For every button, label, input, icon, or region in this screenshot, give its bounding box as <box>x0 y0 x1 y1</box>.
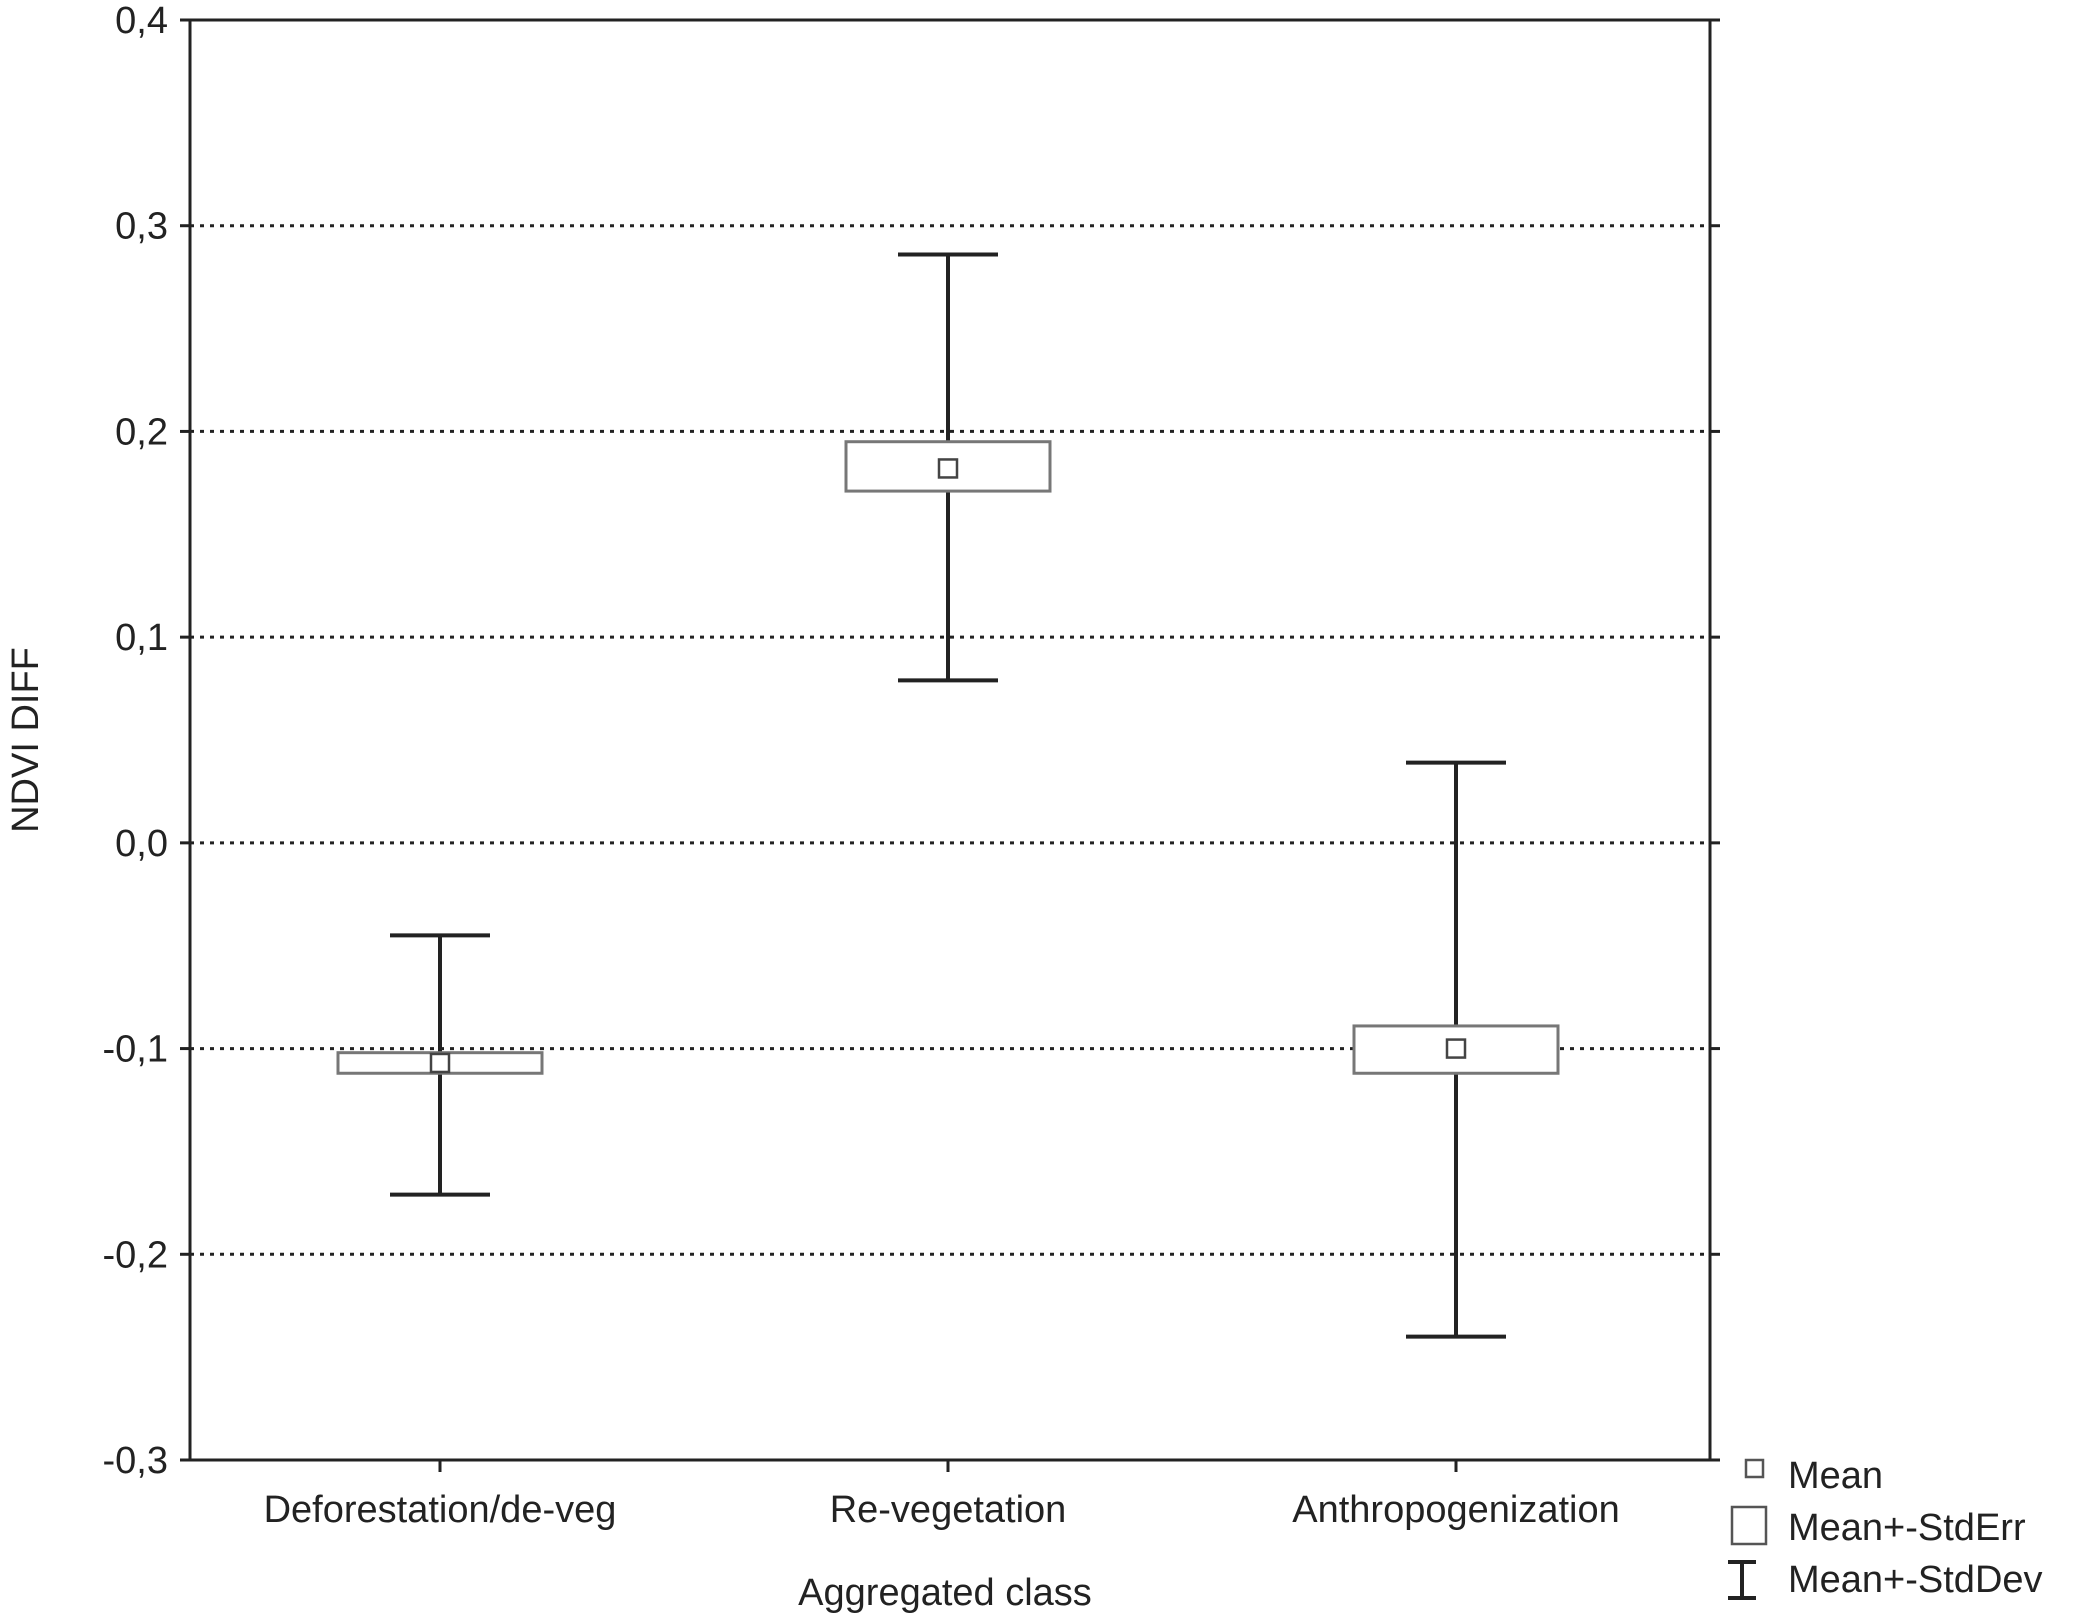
y-tick-label: -0,2 <box>103 1234 168 1276</box>
legend-mean-marker <box>1744 1458 1765 1479</box>
data-marks <box>336 252 1560 1339</box>
mean-marker <box>1445 1038 1467 1059</box>
y-tick-label: -0,1 <box>103 1029 168 1071</box>
legend-stderr-box <box>1730 1505 1768 1546</box>
x-tick-label: Anthropogenization <box>1292 1489 1619 1531</box>
legend-stddev-whisker <box>1728 1560 1756 1600</box>
plot-frame <box>188 18 1712 1462</box>
axis-ticks: -0,3 -0,2 -0,1 0,0 0,1 0,2 0,3 0,4 Deforestation… <box>103 0 1720 1531</box>
y-tick-label: 0,0 <box>115 823 168 865</box>
legend: Mean Mean+-StdErr Mean+-StdDev <box>1728 1455 2043 1601</box>
y-tick-label: 0,2 <box>115 411 168 453</box>
legend-label-stddev: Mean+-StdDev <box>1788 1559 2043 1601</box>
legend-label-mean: Mean <box>1788 1455 1883 1497</box>
y-tick-label: -0,3 <box>103 1440 168 1482</box>
y-tick-label: 0,4 <box>115 0 168 42</box>
mean-marker <box>937 458 959 479</box>
x-axis-title: Aggregated class <box>798 1572 1092 1614</box>
x-tick-label: Deforestation/de-veg <box>264 1489 617 1531</box>
y-axis-title: NDVI DIFF <box>5 647 47 833</box>
y-tick-label: 0,3 <box>115 206 168 248</box>
mean-marker <box>429 1052 451 1074</box>
y-tick-label: 0,1 <box>115 617 168 659</box>
x-tick-label: Re-vegetation <box>830 1489 1067 1531</box>
legend-label-stderr: Mean+-StdErr <box>1788 1507 2026 1549</box>
